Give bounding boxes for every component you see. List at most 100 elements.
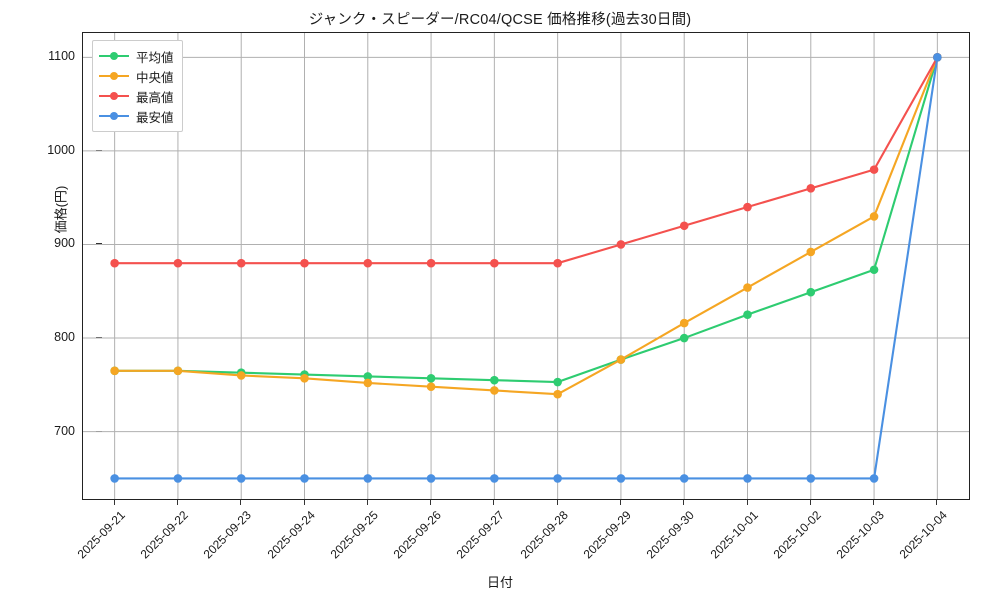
data-point bbox=[426, 373, 436, 383]
x-tick-label: 2025-10-01 bbox=[707, 508, 761, 562]
x-tick-mark bbox=[493, 500, 495, 505]
x-tick-mark bbox=[240, 500, 242, 505]
series-line-2 bbox=[113, 56, 939, 265]
data-point bbox=[869, 474, 879, 483]
data-point bbox=[553, 377, 562, 387]
data-point bbox=[363, 474, 373, 483]
y-tick-label: 900 bbox=[54, 236, 75, 251]
legend-swatch-icon bbox=[99, 110, 129, 122]
data-point bbox=[173, 366, 183, 376]
x-tick-label: 2025-10-02 bbox=[770, 508, 824, 562]
x-tick-label: 2025-09-25 bbox=[327, 508, 381, 562]
data-point bbox=[869, 265, 879, 275]
x-tick-mark bbox=[683, 500, 685, 505]
x-axis-tick-labels: 2025-09-21 2025-09-22 2025-09-23 2025-09-24… bbox=[74, 500, 970, 570]
y-tick-label: 1000 bbox=[47, 142, 75, 157]
data-point bbox=[806, 184, 816, 193]
data-point bbox=[743, 310, 752, 319]
x-tick-mark bbox=[303, 500, 305, 505]
x-tick-mark bbox=[176, 500, 178, 505]
x-tick-label: 2025-09-28 bbox=[517, 508, 571, 562]
legend-marker-icon bbox=[110, 52, 118, 60]
plot-svg bbox=[83, 33, 969, 499]
legend-label: 最高値 bbox=[136, 90, 174, 105]
data-point bbox=[679, 333, 689, 343]
data-point bbox=[553, 389, 562, 399]
x-tick-label: 2025-09-26 bbox=[390, 508, 444, 562]
legend-marker-icon bbox=[110, 92, 118, 100]
data-point bbox=[236, 474, 246, 483]
x-tick-mark bbox=[809, 500, 811, 505]
data-point bbox=[806, 287, 816, 297]
x-tick-label: 2025-09-30 bbox=[643, 508, 698, 562]
legend-label: 平均値 bbox=[136, 50, 174, 65]
data-point bbox=[743, 474, 752, 483]
data-point bbox=[490, 375, 499, 385]
data-point bbox=[110, 258, 119, 268]
data-point bbox=[490, 474, 499, 483]
data-point bbox=[616, 240, 626, 249]
data-point bbox=[553, 258, 562, 268]
data-point bbox=[110, 366, 119, 376]
data-point bbox=[363, 258, 373, 268]
x-tick-label: 2025-09-21 bbox=[74, 508, 128, 562]
data-point bbox=[300, 258, 309, 268]
x-tick-mark bbox=[430, 500, 432, 505]
x-tick-label: 2025-09-24 bbox=[264, 508, 318, 562]
series-line-0 bbox=[113, 56, 939, 384]
y-axis-tick-labels: 700 800 900 1000 1100 bbox=[20, 32, 102, 500]
data-point bbox=[933, 53, 942, 62]
data-point bbox=[363, 372, 373, 381]
y-tick-label: 700 bbox=[54, 423, 75, 438]
data-point bbox=[553, 474, 562, 483]
data-point bbox=[426, 382, 436, 392]
data-point bbox=[426, 474, 436, 483]
y-tick-mark bbox=[96, 337, 102, 339]
data-point bbox=[679, 221, 689, 231]
chart-title: ジャンク・スピーダー/RC04/QCSE 価格推移(過去30日間) bbox=[308, 12, 692, 28]
data-point bbox=[616, 474, 626, 483]
x-tick-label: 2025-09-27 bbox=[453, 508, 508, 562]
data-point bbox=[490, 386, 499, 395]
x-tick-mark bbox=[873, 500, 875, 505]
data-point bbox=[743, 283, 752, 292]
legend-item-0[interactable]: 平均値 bbox=[99, 46, 174, 66]
data-point bbox=[679, 474, 689, 483]
x-tick-mark bbox=[366, 500, 368, 505]
legend-item-3[interactable]: 最安値 bbox=[99, 106, 174, 126]
data-point bbox=[679, 318, 689, 328]
y-tick-label: 1100 bbox=[48, 49, 75, 64]
data-point bbox=[743, 202, 752, 212]
legend-item-1[interactable]: 中央値 bbox=[99, 66, 174, 86]
x-tick-mark bbox=[113, 500, 115, 505]
plot-area bbox=[82, 32, 970, 500]
y-tick-mark bbox=[96, 430, 102, 432]
legend-swatch-icon bbox=[99, 50, 129, 62]
x-tick-mark bbox=[556, 500, 558, 505]
data-point bbox=[616, 355, 626, 364]
series-line-1 bbox=[113, 56, 939, 396]
legend-label: 中央値 bbox=[136, 70, 174, 85]
data-series-layer bbox=[110, 53, 942, 483]
data-point bbox=[300, 474, 309, 483]
data-point bbox=[490, 258, 499, 268]
x-tick-mark bbox=[746, 500, 748, 505]
data-point bbox=[806, 474, 816, 483]
y-tick-mark bbox=[96, 149, 102, 151]
chart-legend: 平均値中央値最高値 最安値 bbox=[92, 40, 183, 132]
data-point bbox=[869, 165, 879, 174]
x-axis-label: 日付 bbox=[486, 575, 513, 590]
legend-item-2[interactable]: 最高値 bbox=[99, 86, 174, 106]
data-point bbox=[426, 258, 436, 268]
data-point bbox=[236, 258, 246, 268]
x-tick-label: 2025-10-03 bbox=[833, 508, 887, 562]
x-tick-label: 2025-09-29 bbox=[580, 508, 634, 562]
legend-swatch-icon bbox=[99, 70, 129, 82]
data-point bbox=[173, 474, 183, 483]
data-point bbox=[300, 373, 309, 383]
x-tick-mark bbox=[619, 500, 621, 505]
data-point bbox=[110, 474, 119, 483]
data-point bbox=[236, 371, 246, 380]
x-tick-mark bbox=[936, 500, 938, 505]
